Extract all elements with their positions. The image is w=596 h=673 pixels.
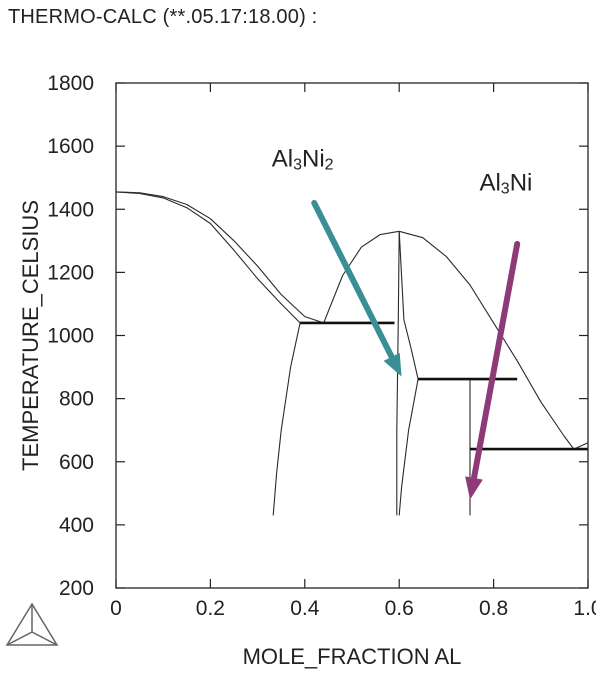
- series-solvus-left: [272, 322, 301, 516]
- series-al3ni2-left-boundary: [396, 231, 400, 516]
- annotations: Al3Ni2 Al3Ni: [272, 146, 532, 500]
- y-tick-label: 1600: [47, 135, 94, 158]
- annotation-al3ni: Al3Ni: [465, 169, 532, 500]
- arrow-head-al3ni2: [383, 352, 402, 377]
- y-tick-label: 400: [59, 514, 94, 537]
- x-axis: 0 0.2 0.4 0.6 0.8 1.0: [110, 83, 596, 620]
- series-solidus-left: [115, 191, 301, 324]
- y-tick-label: 600: [59, 451, 94, 474]
- chart-header: THERMO-CALC (**.05.17:18.00) :: [8, 6, 318, 28]
- phase-boundaries: [115, 191, 589, 516]
- x-tick-label: 0.6: [385, 597, 414, 620]
- series-liquidus-left: [115, 191, 324, 324]
- x-tick-label: 1.0: [573, 597, 596, 620]
- y-tick-label: 800: [59, 388, 94, 411]
- arrow-head-al3ni: [465, 476, 483, 500]
- y-axis: 200 400 600 800 1000 1200 1400 1600 1800: [47, 72, 588, 600]
- arrow-shaft-al3ni2: [311, 199, 395, 360]
- annotation-al3ni2: Al3Ni2: [272, 146, 402, 377]
- series-liquidus-dome-left: [323, 230, 400, 324]
- y-tick-label: 1400: [47, 198, 94, 221]
- label-al3ni2: Al3Ni2: [272, 146, 334, 174]
- x-axis-title: MOLE_FRACTION AL: [243, 644, 462, 669]
- x-tick-label: 0.8: [479, 597, 508, 620]
- x-tick-label: 0.4: [290, 597, 320, 620]
- x-tick-label: 0: [110, 597, 122, 620]
- plot-border: [115, 82, 589, 589]
- logo-outer: [5, 602, 59, 646]
- logo-inner-a: [6, 604, 33, 646]
- y-tick-label: 1000: [47, 325, 94, 348]
- y-tick-label: 1200: [47, 261, 94, 284]
- plot-frame: [115, 82, 589, 589]
- y-tick-label: 1800: [47, 72, 94, 95]
- x-tick-label: 0.2: [196, 597, 225, 620]
- y-axis-title: TEMPERATURE_CELSIUS: [18, 200, 43, 471]
- arrow-shaft-al3ni: [470, 240, 521, 481]
- series-al3ni2-right-boundary: [398, 231, 419, 380]
- series-al3ni2-lower-right-boundary: [398, 378, 419, 516]
- label-al3ni: Al3Ni: [479, 169, 532, 197]
- y-tick-label: 200: [59, 577, 94, 600]
- logo-inner-b: [31, 631, 58, 646]
- thermo-calc-logo: [5, 602, 59, 646]
- series-liquidus-right: [399, 230, 575, 450]
